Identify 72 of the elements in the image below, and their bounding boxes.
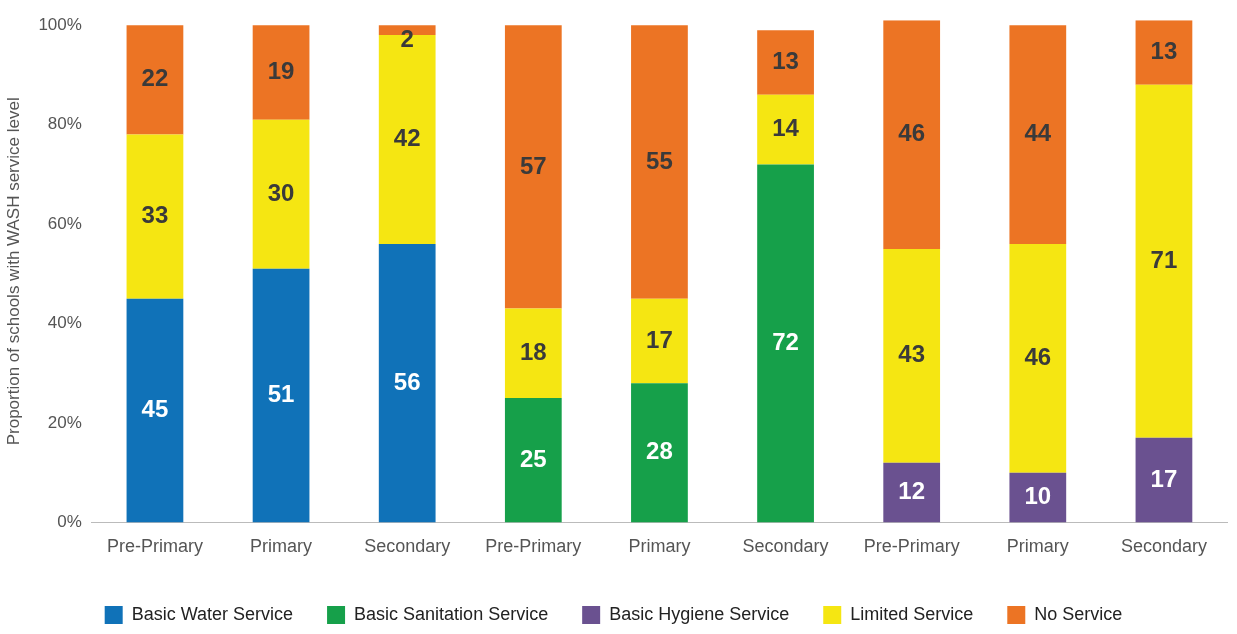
legend-label: No Service [1034, 603, 1123, 624]
data-label: 56 [393, 367, 421, 395]
data-label: 13 [772, 47, 799, 75]
y-tick-label: 60% [47, 213, 82, 233]
y-tick-label: 0% [57, 512, 82, 532]
bar [1135, 20, 1193, 85]
data-label: 17 [1150, 464, 1178, 492]
x-tick-label: Secondary [742, 536, 829, 557]
y-tick-label: 100% [38, 14, 82, 34]
data-label: 71 [1150, 245, 1178, 273]
x-tick-label: Secondary [1120, 536, 1207, 557]
bar [1009, 25, 1067, 244]
data-label: 18 [519, 337, 547, 365]
data-label: 33 [141, 201, 169, 229]
y-tick-label: 80% [47, 114, 82, 134]
data-label: 30 [267, 178, 295, 206]
data-label: 10 [1024, 482, 1052, 510]
data-label: 42 [393, 124, 421, 152]
x-tick-label: Pre-Primary [485, 536, 582, 557]
data-label: 19 [267, 57, 295, 85]
y-axis-title: Proportion of schools with WASH service level [3, 97, 23, 446]
bar [126, 298, 184, 523]
data-label: 13 [1150, 37, 1178, 65]
legend-label: Basic Hygiene Service [609, 603, 790, 624]
data-label: 57 [519, 151, 547, 179]
bar [504, 308, 562, 399]
bar [378, 243, 436, 523]
bar [252, 25, 310, 120]
x-tick-label: Primary [628, 536, 691, 557]
x-tick-label: Primary [1006, 536, 1069, 557]
bar [1135, 437, 1193, 523]
bar [252, 268, 310, 523]
bar [883, 20, 941, 249]
data-label: 22 [141, 64, 169, 92]
legend-label: Limited Service [850, 603, 974, 624]
bar [126, 134, 184, 299]
bar [631, 298, 688, 384]
x-tick-label: Pre-Primary [863, 536, 960, 557]
data-label: 12 [898, 477, 926, 505]
data-label: 17 [646, 325, 673, 353]
bar [757, 30, 814, 95]
data-label: 46 [898, 119, 926, 147]
data-label: 45 [141, 395, 169, 423]
y-tick-label: 20% [47, 412, 82, 432]
bar [1009, 243, 1067, 473]
legend-label: Basic Water Service [131, 603, 294, 624]
data-label: 46 [1024, 342, 1052, 370]
bar [252, 119, 310, 269]
bar [126, 25, 184, 135]
y-tick-label: 40% [47, 313, 82, 333]
bar [757, 164, 814, 523]
bar [1135, 84, 1193, 438]
bar [631, 383, 688, 523]
x-tick-label: Pre-Primary [106, 536, 203, 557]
bar [883, 462, 941, 523]
data-label: 72 [772, 328, 799, 356]
legend-label: Basic Sanitation Service [354, 603, 549, 624]
data-label: 44 [1024, 119, 1052, 147]
data-label: 25 [519, 444, 547, 472]
x-tick-label: Primary [250, 536, 313, 557]
data-label: 55 [646, 146, 673, 174]
bar [1009, 472, 1067, 523]
x-tick-label: Secondary [364, 536, 451, 557]
data-label: 28 [646, 437, 673, 465]
bar [504, 25, 562, 309]
data-label: 14 [772, 114, 800, 142]
bar [883, 248, 941, 463]
bar [504, 398, 562, 523]
bar [757, 94, 814, 165]
data-label: 51 [267, 380, 295, 408]
data-label: 43 [898, 340, 926, 368]
bar [631, 25, 688, 299]
